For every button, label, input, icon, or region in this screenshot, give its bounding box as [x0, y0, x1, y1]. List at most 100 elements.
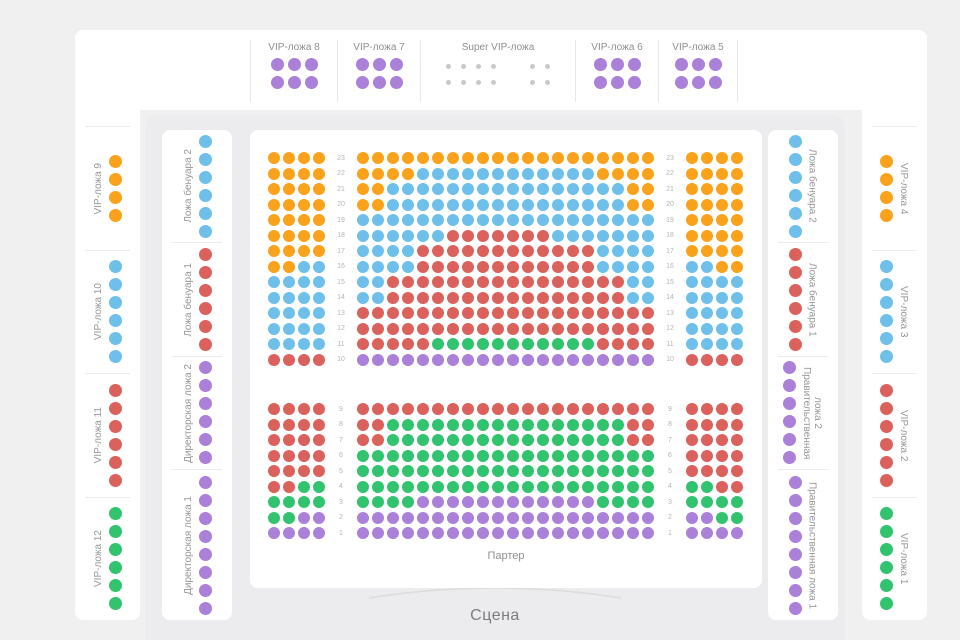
- seat[interactable]: [313, 322, 325, 335]
- seat[interactable]: [880, 208, 893, 222]
- seat[interactable]: [880, 561, 893, 575]
- seat[interactable]: [597, 511, 609, 524]
- seat[interactable]: [597, 403, 609, 415]
- seat[interactable]: [313, 353, 325, 366]
- seat[interactable]: [567, 449, 579, 462]
- seat[interactable]: [642, 322, 654, 335]
- seat[interactable]: [597, 307, 609, 319]
- seat[interactable]: [788, 284, 802, 298]
- seat[interactable]: [372, 167, 384, 180]
- seat[interactable]: [313, 260, 325, 273]
- seat[interactable]: [357, 465, 369, 477]
- seat[interactable]: [283, 322, 295, 335]
- seat[interactable]: [880, 455, 893, 469]
- seat[interactable]: [537, 353, 549, 366]
- seat[interactable]: [716, 465, 728, 477]
- seat[interactable]: [477, 167, 489, 180]
- seat[interactable]: [701, 229, 713, 242]
- seat[interactable]: [387, 418, 399, 431]
- seat[interactable]: [109, 190, 122, 204]
- seat[interactable]: [357, 480, 369, 493]
- seat[interactable]: [880, 437, 893, 451]
- seat[interactable]: [417, 353, 429, 366]
- seat[interactable]: [402, 214, 414, 226]
- seat[interactable]: [402, 338, 414, 350]
- seat[interactable]: [627, 449, 639, 462]
- seat[interactable]: [477, 527, 489, 539]
- seat[interactable]: [507, 229, 519, 242]
- seat[interactable]: [642, 480, 654, 493]
- seat[interactable]: [642, 496, 654, 508]
- seat[interactable]: [642, 260, 654, 273]
- seat[interactable]: [731, 527, 743, 539]
- seat[interactable]: [507, 245, 519, 257]
- seat[interactable]: [492, 260, 504, 273]
- seat[interactable]: [402, 307, 414, 319]
- seat[interactable]: [477, 276, 489, 288]
- seat[interactable]: [477, 449, 489, 462]
- seat[interactable]: [612, 527, 624, 539]
- seat[interactable]: [402, 434, 414, 446]
- seat[interactable]: [109, 473, 122, 487]
- seat[interactable]: [313, 496, 325, 508]
- seat[interactable]: [417, 449, 429, 462]
- seat[interactable]: [387, 291, 399, 304]
- seat[interactable]: [731, 307, 743, 319]
- seat[interactable]: [582, 353, 594, 366]
- seat[interactable]: [372, 214, 384, 226]
- seat[interactable]: [447, 403, 459, 415]
- seat[interactable]: [582, 403, 594, 415]
- seat[interactable]: [567, 291, 579, 304]
- seat[interactable]: [417, 167, 429, 180]
- seat[interactable]: [357, 167, 369, 180]
- seat[interactable]: [357, 291, 369, 304]
- seat[interactable]: [432, 449, 444, 462]
- seat[interactable]: [552, 418, 564, 431]
- seat[interactable]: [462, 307, 474, 319]
- seat[interactable]: [432, 276, 444, 288]
- seat[interactable]: [567, 496, 579, 508]
- seat[interactable]: [283, 245, 295, 257]
- seat[interactable]: [268, 152, 280, 164]
- seat[interactable]: [522, 198, 534, 211]
- seat[interactable]: [109, 597, 122, 611]
- seat[interactable]: [507, 527, 519, 539]
- seat[interactable]: [701, 307, 713, 319]
- seat[interactable]: [552, 229, 564, 242]
- seat[interactable]: [432, 183, 444, 195]
- seat[interactable]: [507, 434, 519, 446]
- seat[interactable]: [627, 307, 639, 319]
- seat[interactable]: [537, 291, 549, 304]
- seat[interactable]: [268, 245, 280, 257]
- seat[interactable]: [372, 511, 384, 524]
- seat[interactable]: [552, 214, 564, 226]
- seat[interactable]: [691, 58, 705, 71]
- seat[interactable]: [109, 455, 122, 469]
- seat[interactable]: [270, 76, 284, 89]
- seat[interactable]: [109, 332, 122, 346]
- seat[interactable]: [582, 229, 594, 242]
- seat[interactable]: [716, 511, 728, 524]
- seat[interactable]: [552, 403, 564, 415]
- seat[interactable]: [357, 198, 369, 211]
- seat[interactable]: [447, 353, 459, 366]
- seat[interactable]: [597, 353, 609, 366]
- seat[interactable]: [788, 206, 802, 220]
- seat[interactable]: [477, 260, 489, 273]
- seat[interactable]: [304, 58, 318, 71]
- seat[interactable]: [447, 183, 459, 195]
- seat[interactable]: [582, 260, 594, 273]
- seat[interactable]: [477, 418, 489, 431]
- seat[interactable]: [198, 361, 212, 375]
- seat[interactable]: [287, 58, 301, 71]
- seat[interactable]: [716, 229, 728, 242]
- seat[interactable]: [447, 260, 459, 273]
- seat[interactable]: [462, 418, 474, 431]
- seat[interactable]: [731, 214, 743, 226]
- seat[interactable]: [582, 183, 594, 195]
- seat[interactable]: [788, 188, 802, 202]
- seat[interactable]: [283, 496, 295, 508]
- seat[interactable]: [198, 529, 212, 543]
- seat[interactable]: [387, 449, 399, 462]
- seat[interactable]: [716, 291, 728, 304]
